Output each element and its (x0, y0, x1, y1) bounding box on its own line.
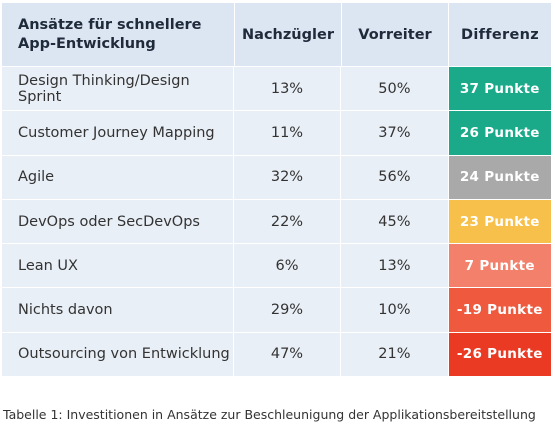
table-row: Nichts davon 29% 10% -19 Punkte (2, 287, 551, 332)
approach-cell: Agile (18, 169, 55, 186)
difference-badge: 23 Punkte (447, 199, 551, 244)
leaders-cell: 56% (340, 155, 447, 199)
laggards-cell: 13% (232, 67, 340, 111)
table-row: Lean UX 6% 13% 7 Punkte (2, 243, 551, 288)
table-body: Design Thinking/Design Sprint 13% 50% 37 Pu… (2, 66, 551, 377)
table-row: Outsourcing von Entwicklung 47% 21% -26 Pun… (2, 331, 551, 377)
approach-cell: Outsourcing von Entwicklung (18, 346, 230, 363)
comparison-table: Ansätze für schnellere App-Entwicklung N… (2, 3, 551, 377)
difference-badge: 26 Punkte (447, 111, 551, 155)
leaders-cell: 45% (340, 199, 447, 244)
header-laggards: Nachzügler (234, 3, 341, 66)
approach-cell: Customer Journey Mapping (18, 124, 215, 141)
difference-badge: -19 Punkte (447, 288, 551, 332)
difference-badge: 24 Punkte (447, 155, 551, 199)
header-leaders: Vorreiter (341, 3, 448, 66)
table-header: Ansätze für schnellere App-Entwicklung N… (2, 3, 551, 66)
header-approach: Ansätze für schnellere App-Entwicklung (2, 16, 234, 54)
leaders-cell: 21% (340, 332, 447, 377)
approach-cell: Nichts davon (18, 302, 113, 319)
header-approach-line1: Ansätze für schnellere (18, 16, 202, 33)
difference-badge: -26 Punkte (447, 332, 551, 377)
laggards-cell: 32% (232, 155, 340, 199)
table-caption: Tabelle 1: Investitionen in Ansätze zur … (3, 407, 536, 422)
laggards-cell: 47% (232, 332, 340, 377)
leaders-cell: 50% (340, 67, 447, 111)
laggards-cell: 29% (232, 288, 340, 332)
leaders-cell: 13% (340, 244, 447, 288)
table-row: Design Thinking/Design Sprint 13% 50% 37 Pu… (2, 66, 551, 111)
difference-badge: 37 Punkte (447, 67, 551, 111)
leaders-cell: 37% (340, 111, 447, 155)
approach-cell: Design Thinking/Design Sprint (18, 72, 190, 105)
table-row: DevOps oder SecDevOps 22% 45% 23 Punkte (2, 198, 551, 244)
laggards-cell: 22% (232, 199, 340, 244)
header-difference: Differenz (448, 3, 551, 66)
approach-cell: DevOps oder SecDevOps (18, 213, 200, 230)
leaders-cell: 10% (340, 288, 447, 332)
laggards-cell: 11% (232, 111, 340, 155)
header-approach-line2: App-Entwicklung (18, 35, 156, 52)
approach-cell: Lean UX (18, 257, 78, 274)
table-row: Agile 32% 56% 24 Punkte (2, 154, 551, 199)
table-row: Customer Journey Mapping 11% 37% 26 Punkte (2, 110, 551, 155)
difference-badge: 7 Punkte (447, 244, 551, 288)
laggards-cell: 6% (232, 244, 340, 288)
